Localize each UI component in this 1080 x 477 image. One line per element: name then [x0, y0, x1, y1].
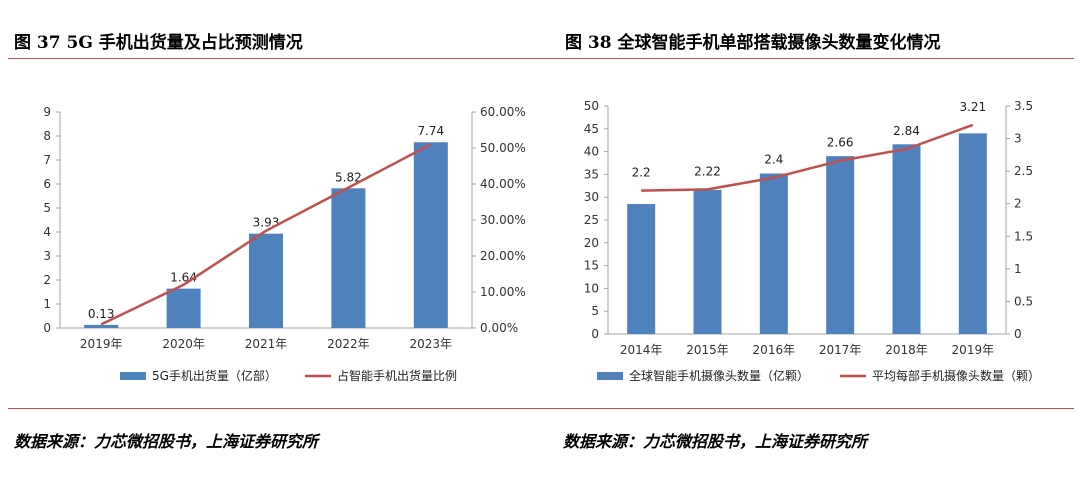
legend-line-label: 平均每部手机摄像头数量（颗） [872, 368, 1040, 383]
bar-4 [413, 142, 448, 328]
right-y-tick-label: 60.00% [480, 105, 526, 119]
x-tick-label: 2019年 [952, 343, 995, 357]
legend-line-label: 占智能手机出货量比例 [337, 368, 457, 383]
right-y-tick-label: 0.5 [1014, 294, 1033, 308]
right-y-tick-label: 40.00% [480, 177, 526, 191]
footer-divider [8, 408, 1074, 409]
left-y-tick-label: 8 [43, 129, 51, 143]
right-y-tick-label: 2.5 [1014, 164, 1033, 178]
right-y-tick-label: 50.00% [480, 141, 526, 155]
line-value-label: 2.22 [694, 164, 721, 178]
x-tick-label: 2019年 [80, 337, 123, 351]
right-y-tick-label: 2 [1014, 197, 1022, 211]
line-value-label: 2.4 [764, 153, 783, 167]
left-y-tick-label: 10 [584, 281, 599, 295]
left-y-tick-label: 7 [43, 153, 51, 167]
left-y-tick-label: 15 [584, 259, 599, 273]
left-chart-title: 图 37 5G 手机出货量及占比预测情况 [14, 33, 303, 53]
right-y-tick-label: 1 [1014, 262, 1022, 276]
right-y-tick-label: 30.00% [480, 213, 526, 227]
right-y-tick-label: 1.5 [1014, 229, 1033, 243]
line-value-label: 2.84 [893, 124, 920, 138]
right-y-tick-label: 10.00% [480, 285, 526, 299]
left-y-tick-label: 1 [43, 297, 51, 311]
legend-bar-swatch [597, 372, 623, 380]
x-tick-label: 2022年 [327, 337, 370, 351]
left-y-tick-label: 25 [584, 213, 599, 227]
bar-2 [249, 233, 283, 328]
line-value-label: 2.2 [632, 166, 651, 180]
bar-2 [759, 173, 788, 334]
x-tick-label: 2018年 [885, 343, 928, 357]
bar-3 [826, 156, 855, 334]
right-data-source: 数据来源：力芯微招股书，上海证券研究所 [563, 432, 868, 451]
bar-0 [627, 204, 656, 334]
left-y-tick-label: 6 [43, 177, 51, 191]
right-y-tick-label: 0 [1014, 327, 1022, 341]
line-series [100, 143, 432, 326]
left-y-tick-label: 30 [584, 190, 599, 204]
legend-bar-swatch [120, 372, 146, 380]
right-y-tick-label: 3.5 [1014, 99, 1033, 113]
x-tick-label: 2016年 [753, 343, 796, 357]
bar-value-label: 0.13 [88, 307, 115, 321]
left-y-tick-label: 2 [43, 273, 51, 287]
right-y-tick-label: 20.00% [480, 249, 526, 263]
bar-1 [693, 189, 722, 334]
left-y-tick-label: 35 [584, 167, 599, 181]
x-tick-label: 2023年 [410, 337, 453, 351]
left-data-source: 数据来源：力芯微招股书，上海证券研究所 [14, 432, 319, 451]
legend-bar-label: 5G手机出货量（亿部） [152, 368, 277, 383]
bar-4 [892, 144, 921, 334]
left-y-tick-label: 50 [584, 99, 599, 113]
x-tick-label: 2014年 [620, 343, 663, 357]
line-value-label: 2.66 [827, 136, 854, 150]
bar-1 [166, 288, 201, 328]
left-y-tick-label: 4 [43, 225, 51, 239]
left-y-tick-label: 3 [43, 249, 51, 263]
right-y-tick-label: 3 [1014, 132, 1022, 146]
header-divider [8, 58, 1074, 59]
bar-0 [84, 324, 119, 328]
right-y-tick-label: 0.00% [480, 321, 518, 335]
bar-value-label: 7.74 [417, 124, 444, 138]
bar-5 [958, 133, 987, 334]
left-y-tick-label: 20 [584, 236, 599, 250]
left-y-tick-label: 0 [43, 321, 51, 335]
x-tick-label: 2020年 [162, 337, 205, 351]
x-tick-label: 2021年 [245, 337, 288, 351]
left-y-tick-label: 5 [43, 201, 51, 215]
line-series [641, 123, 974, 192]
line-value-label: 3.21 [959, 100, 986, 114]
left-y-tick-label: 0 [591, 327, 599, 341]
bar-3 [331, 188, 366, 328]
left-y-tick-label: 5 [591, 304, 599, 318]
legend-bar-label: 全球智能手机摄像头数量（亿颗） [629, 368, 809, 383]
x-tick-label: 2017年 [819, 343, 862, 357]
left-y-tick-label: 40 [584, 145, 599, 159]
left-y-tick-label: 45 [584, 122, 599, 136]
right-chart-title: 图 38 全球智能手机单部搭载摄像头数量变化情况 [565, 33, 941, 53]
bar-value-label: 5.82 [335, 170, 362, 184]
left-y-tick-label: 9 [43, 105, 51, 119]
x-tick-label: 2015年 [686, 343, 729, 357]
